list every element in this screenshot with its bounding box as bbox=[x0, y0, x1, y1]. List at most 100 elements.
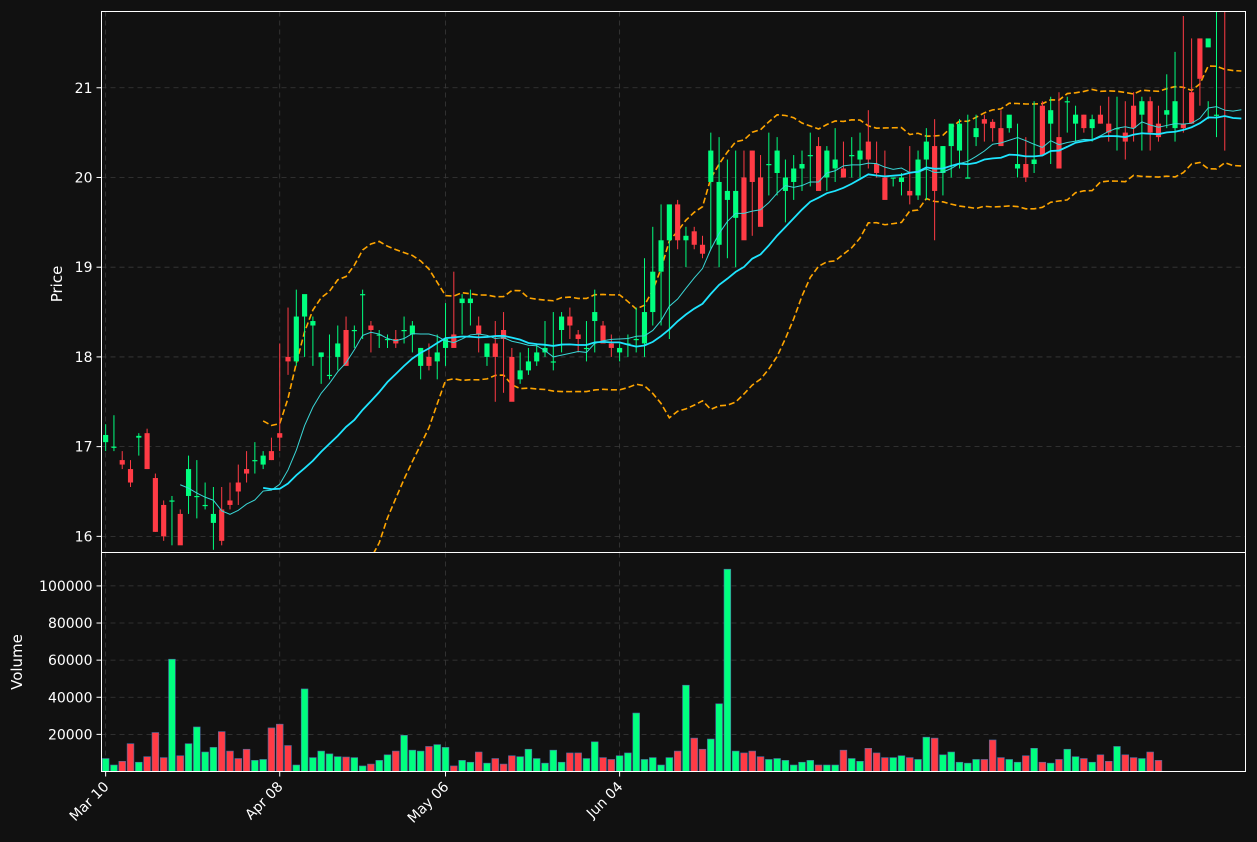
volume-bar bbox=[557, 761, 566, 772]
candle-body bbox=[956, 123, 963, 151]
volume-bar bbox=[267, 727, 276, 772]
candle bbox=[1131, 92, 1137, 142]
candle-body bbox=[119, 460, 125, 465]
volume-bar bbox=[375, 760, 383, 772]
candle bbox=[152, 473, 158, 532]
candle-body bbox=[1006, 114, 1012, 129]
candle-body bbox=[641, 312, 648, 344]
candle bbox=[169, 495, 175, 546]
candle bbox=[865, 110, 871, 169]
candle-body bbox=[467, 298, 473, 304]
candle bbox=[1155, 105, 1162, 142]
volume-bar bbox=[276, 723, 284, 772]
volume-bar bbox=[673, 750, 682, 772]
candle-body bbox=[915, 159, 921, 196]
volume-bar bbox=[798, 761, 806, 772]
volume-bar bbox=[242, 748, 251, 772]
candle bbox=[210, 487, 216, 550]
candlesticks bbox=[103, 11, 1226, 550]
candle bbox=[749, 150, 755, 236]
volume-bar bbox=[773, 758, 781, 772]
candle bbox=[691, 226, 697, 250]
candle-body bbox=[981, 119, 987, 124]
volume-bar bbox=[591, 741, 599, 772]
candle bbox=[782, 159, 788, 223]
candle-body bbox=[368, 325, 374, 330]
candle bbox=[360, 289, 366, 339]
candle-body bbox=[1114, 128, 1120, 130]
candle-body bbox=[285, 356, 291, 362]
candle bbox=[724, 159, 730, 259]
candle bbox=[990, 119, 996, 142]
volume-bar bbox=[483, 762, 491, 772]
volume-bar bbox=[1105, 760, 1113, 772]
sma-slow-line bbox=[263, 115, 1242, 491]
candle bbox=[757, 155, 764, 227]
volume-bar bbox=[458, 760, 466, 772]
candle-body bbox=[567, 316, 573, 326]
volume-bar bbox=[723, 568, 732, 772]
volume-bar bbox=[765, 759, 773, 772]
volume-bar bbox=[466, 761, 475, 772]
candle bbox=[1189, 38, 1195, 124]
candle bbox=[948, 123, 954, 178]
price-axis-label: Price bbox=[48, 266, 66, 303]
price-tick-label: 17 bbox=[75, 440, 93, 456]
volume-bar bbox=[930, 737, 939, 772]
volume-bar bbox=[1071, 756, 1080, 772]
candle bbox=[1089, 114, 1095, 142]
volume-tick-label: 100000 bbox=[39, 579, 92, 595]
candle bbox=[824, 146, 830, 191]
candle bbox=[161, 500, 167, 541]
candle-body bbox=[733, 190, 739, 218]
volume-bar bbox=[1138, 758, 1146, 772]
candle-body bbox=[973, 128, 979, 138]
candle bbox=[733, 150, 739, 268]
volume-bar bbox=[201, 751, 209, 772]
volume-grid bbox=[101, 552, 1246, 772]
candle bbox=[194, 460, 200, 519]
candle bbox=[981, 114, 987, 142]
candle-body bbox=[442, 338, 449, 348]
candle-body bbox=[1164, 110, 1170, 115]
candle bbox=[351, 325, 357, 348]
candle-body bbox=[1172, 101, 1178, 129]
candle-body bbox=[459, 298, 465, 304]
volume-bar bbox=[748, 750, 756, 772]
candle bbox=[409, 321, 415, 353]
volume-bar bbox=[897, 755, 906, 772]
candle bbox=[716, 137, 722, 268]
volume-bar bbox=[184, 743, 193, 772]
volume-bar bbox=[1055, 759, 1063, 772]
volume-bar bbox=[566, 752, 574, 772]
volume-bar bbox=[218, 731, 226, 772]
candle bbox=[882, 150, 888, 200]
price-panel: 16 17 18 19 20 21 Price bbox=[48, 11, 1246, 553]
volume-bar bbox=[524, 748, 533, 772]
volume-bar bbox=[740, 752, 748, 772]
volume-bar bbox=[441, 747, 450, 772]
candle bbox=[451, 271, 457, 348]
candle bbox=[915, 150, 921, 200]
price-tick-label: 16 bbox=[75, 529, 93, 545]
candle-body bbox=[1056, 137, 1062, 169]
candle bbox=[252, 442, 258, 474]
volume-bar bbox=[159, 757, 168, 772]
candle-body bbox=[1048, 110, 1054, 124]
candle bbox=[144, 428, 150, 470]
volume-bar bbox=[400, 735, 408, 772]
volume-bar bbox=[831, 764, 839, 772]
candle-body bbox=[675, 204, 681, 241]
volume-bar bbox=[881, 757, 889, 772]
volume-bar bbox=[450, 765, 458, 772]
candle-body bbox=[500, 329, 507, 339]
candle bbox=[434, 334, 440, 380]
volume-bar bbox=[176, 755, 184, 772]
candle bbox=[235, 464, 241, 505]
candle bbox=[898, 172, 905, 196]
volume-tick-label: 40000 bbox=[48, 690, 93, 706]
candle bbox=[302, 294, 308, 357]
candle-body bbox=[592, 312, 598, 322]
volume-tick-label: 60000 bbox=[48, 653, 93, 669]
volume-bar bbox=[988, 739, 997, 772]
